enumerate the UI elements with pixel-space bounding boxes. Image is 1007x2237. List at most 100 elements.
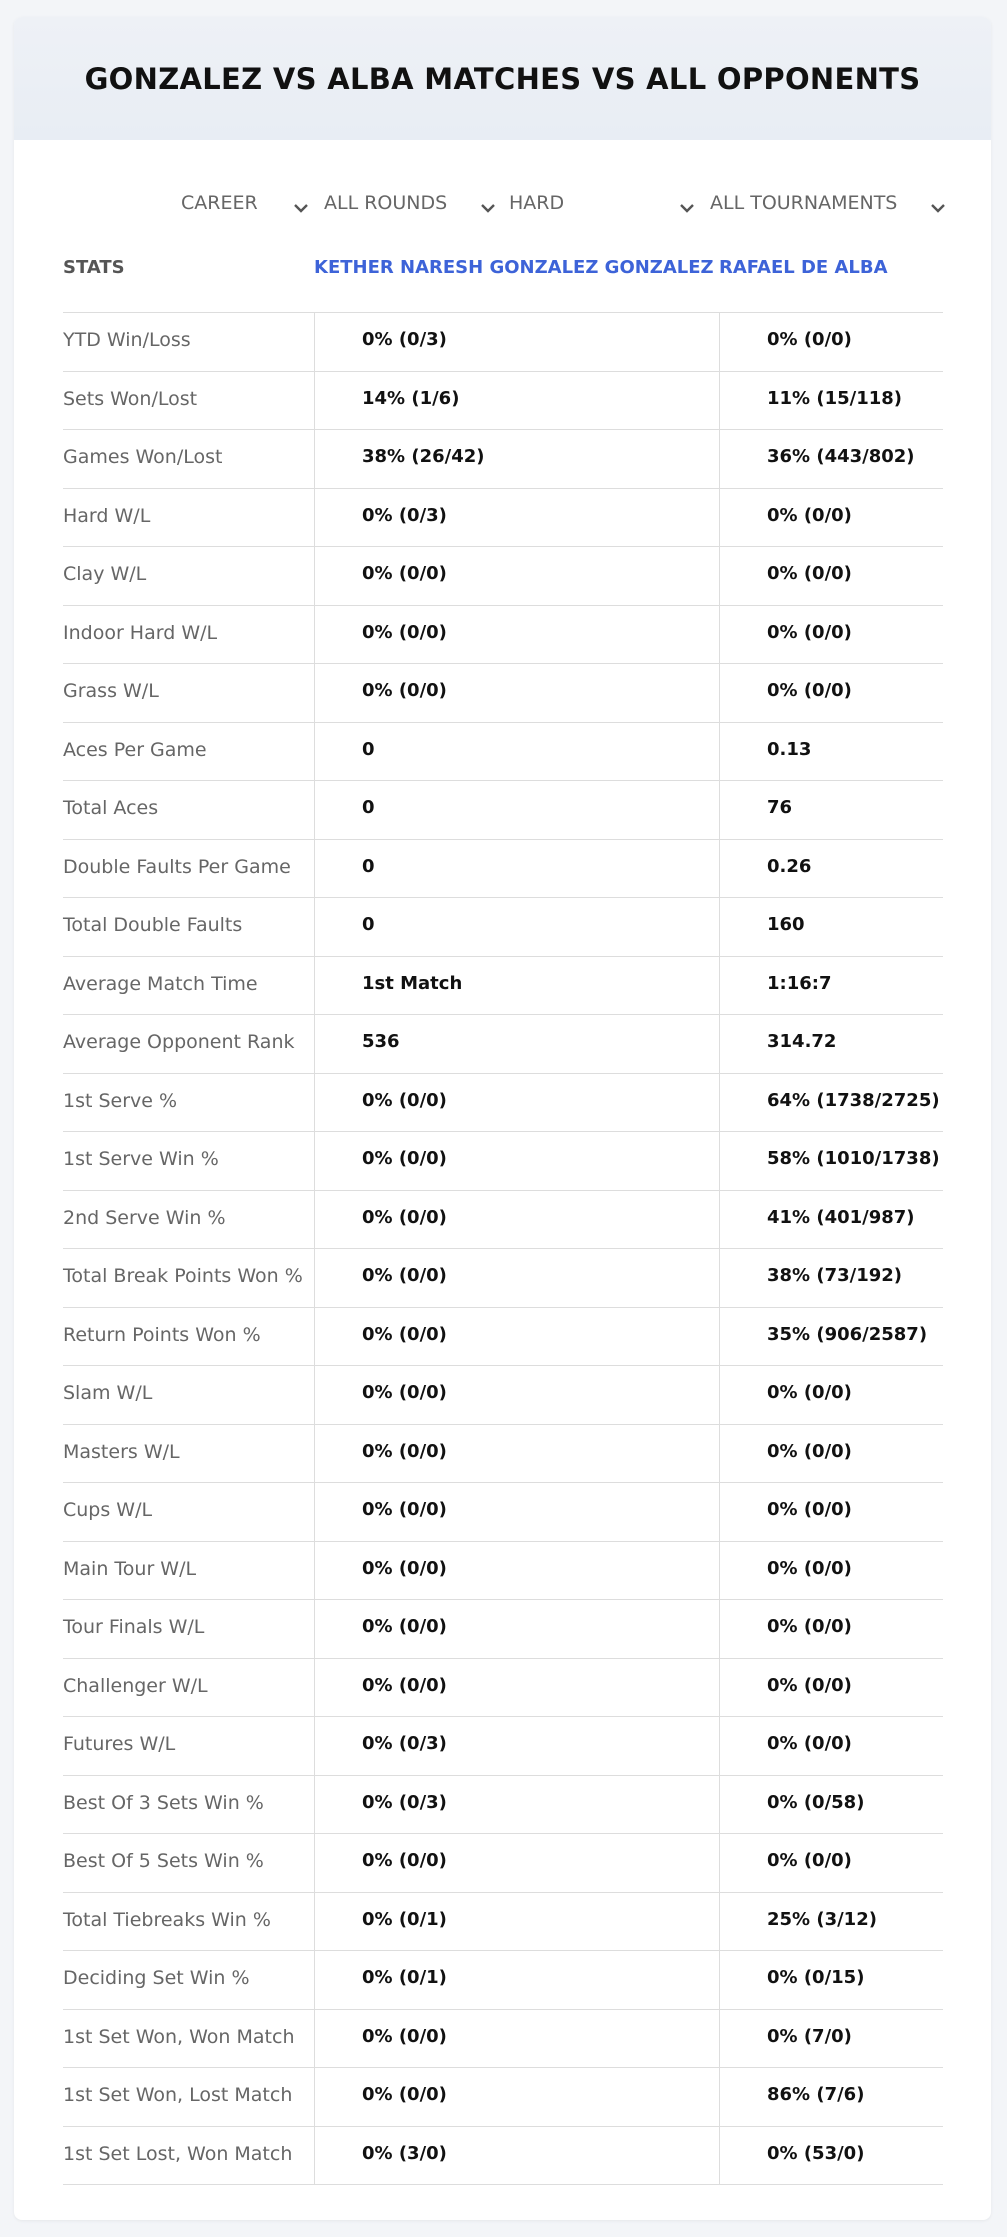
stat-value: 14% (1/6) bbox=[362, 387, 460, 409]
stat-value: 0% (0/0) bbox=[362, 621, 447, 643]
filter-dropdown[interactable]: CAREER bbox=[181, 192, 258, 214]
stat-value: 0% (0/0) bbox=[767, 504, 852, 526]
stat-label: Deciding Set Win % bbox=[63, 1967, 250, 1989]
column-header: KETHER NARESH GONZALEZ GONZALEZ bbox=[314, 257, 714, 278]
stat-value: 0% (0/0) bbox=[362, 2084, 447, 2105]
stat-value: 0% (0/3) bbox=[362, 329, 447, 350]
row-divider bbox=[63, 1306, 943, 1308]
stat-value: 38% (73/192) bbox=[767, 1265, 902, 1286]
row-divider bbox=[63, 663, 943, 664]
stat-label: 1st Set Lost, Won Match bbox=[63, 2142, 293, 2165]
stats-card: GONZALEZ VS ALBA MATCHES VS ALL OPPONENT… bbox=[14, 17, 991, 2220]
dropdown-chevron[interactable] bbox=[481, 199, 495, 218]
row-divider bbox=[63, 1423, 943, 1425]
row-divider bbox=[63, 1716, 943, 1717]
row-divider bbox=[63, 1014, 943, 1015]
stat-label: Hard W/L bbox=[63, 504, 151, 527]
stat-label: Return Points Won % bbox=[63, 1323, 261, 1346]
header: GONZALEZ VS ALBA MATCHES VS ALL OPPONENT… bbox=[14, 17, 991, 140]
stat-value: 0% (0/0) bbox=[362, 680, 447, 701]
stat-value: 314.72 bbox=[767, 1031, 837, 1052]
stat-label: Total Aces bbox=[63, 797, 159, 819]
filter-dropdown[interactable]: ALL TOURNAMENTS bbox=[710, 192, 898, 214]
stat-label: Clay W/L bbox=[63, 563, 147, 585]
stat-value: 25% (3/12) bbox=[767, 1908, 877, 1930]
stat-label: Masters W/L bbox=[63, 1440, 180, 1463]
stat-label: Best Of 3 Sets Win % bbox=[63, 1791, 264, 1814]
stat-value: 36% (443/802) bbox=[767, 446, 915, 467]
row-divider bbox=[63, 312, 943, 313]
row-divider bbox=[63, 1599, 943, 1600]
row-divider bbox=[63, 2184, 943, 2185]
stat-value: 0% (0/0) bbox=[362, 1206, 447, 1228]
stat-value: 0% (0/0) bbox=[767, 1616, 852, 1637]
row-divider bbox=[63, 721, 943, 723]
stat-label: Cups W/L bbox=[63, 1499, 153, 1521]
stat-label: Best Of 5 Sets Win % bbox=[63, 1850, 264, 1872]
dropdown-chevron[interactable] bbox=[680, 199, 694, 218]
stat-value: 0% (0/0) bbox=[362, 1440, 447, 1462]
stat-value: 0% (0/0) bbox=[362, 1557, 447, 1579]
stat-label: Total Break Points Won % bbox=[63, 1265, 303, 1287]
stat-value: 0.13 bbox=[767, 738, 812, 760]
stat-label: Challenger W/L bbox=[63, 1674, 208, 1697]
stat-label: Futures W/L bbox=[63, 1733, 176, 1755]
stat-value: 0% (0/0) bbox=[362, 563, 447, 584]
stat-value: 0% (0/0) bbox=[767, 1674, 852, 1696]
row-divider bbox=[63, 1891, 943, 1893]
filter-dropdown[interactable]: HARD bbox=[509, 192, 565, 214]
stat-label: Indoor Hard W/L bbox=[63, 621, 218, 644]
stat-value: 0% (0/0) bbox=[362, 1148, 447, 1169]
stat-value: 0 bbox=[362, 738, 375, 760]
stat-value: 11% (15/118) bbox=[767, 387, 902, 409]
stat-label: Double Faults Per Game bbox=[63, 855, 291, 878]
stat-value: 38% (26/42) bbox=[362, 446, 485, 467]
stat-value: 0% (0/3) bbox=[362, 1791, 447, 1813]
row-divider bbox=[63, 838, 943, 840]
row-divider bbox=[63, 429, 943, 430]
stat-label: Average Opponent Rank bbox=[63, 1031, 295, 1053]
stat-label: Slam W/L bbox=[63, 1382, 153, 1404]
stat-value: 0% (0/15) bbox=[767, 1967, 865, 1988]
row-divider bbox=[63, 1950, 943, 1951]
row-divider bbox=[63, 370, 943, 372]
stat-value: 86% (7/6) bbox=[767, 2084, 865, 2105]
dropdown-chevron[interactable] bbox=[294, 199, 308, 218]
stat-value: 0% (0/0) bbox=[767, 1382, 852, 1403]
stat-value: 41% (401/987) bbox=[767, 1206, 915, 1228]
stat-value: 0% (0/0) bbox=[767, 680, 852, 701]
stat-value: 0% (0/0) bbox=[362, 1674, 447, 1696]
row-divider bbox=[63, 897, 943, 898]
row-divider bbox=[63, 1072, 943, 1074]
stat-label: 1st Set Won, Won Match bbox=[63, 2025, 295, 2048]
row-divider bbox=[63, 487, 943, 489]
stat-label: 1st Serve Win % bbox=[63, 1148, 219, 1170]
stat-value: 0% (0/0) bbox=[362, 1850, 447, 1871]
filter-dropdown[interactable]: ALL ROUNDS bbox=[324, 192, 448, 214]
dropdown-chevron[interactable] bbox=[931, 199, 945, 218]
stat-value: 0% (7/0) bbox=[767, 2025, 852, 2047]
stat-label: Tour Finals W/L bbox=[63, 1616, 205, 1638]
row-divider bbox=[63, 955, 943, 957]
stat-label: Games Won/Lost bbox=[63, 446, 223, 468]
stat-value: 0% (0/0) bbox=[767, 1440, 852, 1462]
stat-label: Aces Per Game bbox=[63, 738, 207, 761]
stat-value: 0% (0/0) bbox=[767, 1557, 852, 1579]
stat-value: 0% (0/0) bbox=[767, 1733, 852, 1754]
stat-value: 35% (906/2587) bbox=[767, 1323, 928, 1345]
stat-value: 58% (1010/1738) bbox=[767, 1148, 940, 1169]
stat-value: 0% (0/0) bbox=[362, 1499, 447, 1520]
stat-value: 0% (53/0) bbox=[767, 2142, 865, 2164]
stat-value: 0% (0/1) bbox=[362, 1967, 447, 1988]
stat-label: Grass W/L bbox=[63, 680, 159, 702]
stat-value: 0 bbox=[362, 797, 375, 818]
row-divider bbox=[63, 1774, 943, 1776]
stat-value: 0% (0/0) bbox=[767, 621, 852, 643]
stat-value: 0% (3/0) bbox=[362, 2142, 447, 2164]
stat-value: 536 bbox=[362, 1031, 400, 1052]
stat-label: Average Match Time bbox=[63, 972, 258, 995]
stat-value: 0% (0/0) bbox=[362, 1616, 447, 1637]
column-header: STATS bbox=[63, 257, 125, 278]
row-divider bbox=[63, 1657, 943, 1659]
